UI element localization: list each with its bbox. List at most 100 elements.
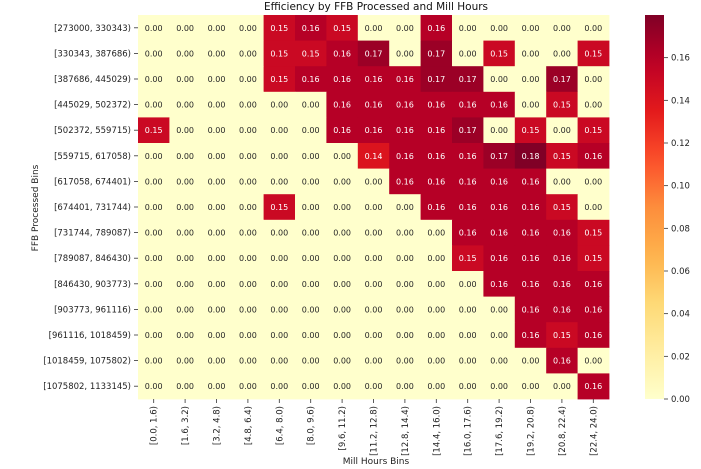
cell-value-label: 0.00 [302, 382, 320, 391]
heatmap-cell [514, 143, 547, 169]
heatmap-cell [357, 66, 390, 93]
cell-value-label: 0.16 [365, 101, 383, 110]
heatmap-cell [514, 15, 547, 41]
heatmap-cell [514, 168, 547, 195]
heatmap-cell [452, 66, 484, 93]
cell-value-label: 0.00 [239, 177, 257, 186]
heatmap-cell [577, 117, 610, 144]
heatmap-cell [389, 117, 421, 144]
cell-value-label: 0.00 [145, 382, 163, 391]
heatmap-cell [326, 117, 359, 144]
cell-value-label: 0.16 [396, 177, 414, 186]
heatmap-cell [232, 194, 264, 221]
heatmap-cell [546, 322, 578, 349]
heatmap-cell [295, 15, 327, 41]
heatmap-cell [326, 373, 359, 400]
cell-value-label: 0.16 [396, 101, 414, 110]
cell-value-label: 0.16 [522, 305, 540, 314]
heatmap-cell [514, 91, 547, 118]
cell-value-label: 0.00 [365, 382, 383, 391]
cell-value-label: 0.16 [459, 229, 477, 238]
x-axis-title: Mill Hours Bins [343, 457, 410, 467]
heatmap-cell [200, 91, 233, 118]
cell-value-label: 0.00 [584, 101, 602, 110]
heatmap-cell [326, 296, 359, 323]
heatmap-cell [577, 15, 610, 41]
heatmap-cell [420, 373, 453, 400]
cell-value-label: 0.00 [208, 254, 226, 263]
heatmap-cell [514, 117, 547, 144]
heatmap-cell [546, 219, 578, 246]
cell-value-label: 0.15 [553, 101, 571, 110]
heatmap-cell [200, 322, 233, 349]
heatmap-cell [452, 168, 484, 195]
x-tick-label: [20.8, 22.4) [558, 406, 568, 456]
cell-value-label: 0.00 [553, 177, 571, 186]
heatmap-cell [295, 347, 327, 374]
cell-value-label: 0.00 [365, 331, 383, 340]
cell-value-label: 0.15 [145, 126, 163, 135]
heatmap-cell [514, 245, 547, 272]
heatmap-cell [546, 271, 578, 297]
cell-value-label: 0.00 [176, 357, 194, 366]
heatmap-cell [577, 373, 610, 400]
cell-value-label: 0.16 [459, 177, 477, 186]
heatmap-cell [389, 373, 421, 400]
cell-value-label: 0.16 [522, 331, 540, 340]
heatmap-cell [389, 66, 421, 93]
chart-title: Efficiency by FFB Processed and Mill Hou… [264, 1, 488, 13]
x-tick-label: [17.6, 19.2) [495, 406, 505, 456]
cell-value-label: 0.00 [459, 305, 477, 314]
cell-value-label: 0.00 [459, 49, 477, 58]
heatmap-cell [452, 271, 484, 297]
cell-value-label: 0.00 [365, 305, 383, 314]
heatmap-cell [389, 322, 421, 349]
y-tick-label: [1075802, 1133145) [43, 382, 131, 392]
cell-value-label: 0.00 [145, 331, 163, 340]
heatmap-cell [169, 15, 202, 41]
cell-value-label: 0.00 [553, 24, 571, 33]
cell-value-label: 0.14 [365, 152, 383, 161]
cell-value-label: 0.16 [490, 203, 508, 212]
heatmap-cell [200, 40, 233, 67]
heatmap-cell [452, 373, 484, 400]
heatmap-cell [232, 15, 264, 41]
cell-value-label: 0.00 [396, 24, 414, 33]
heatmap-cell [452, 296, 484, 323]
cell-value-label: 0.16 [522, 280, 540, 289]
heatmap-cell [452, 245, 484, 272]
y-tick-label: [846430, 903773) [54, 280, 131, 290]
heatmap-cell [452, 117, 484, 144]
cell-value-label: 0.00 [427, 357, 445, 366]
cell-value-label: 0.00 [396, 49, 414, 58]
cell-value-label: 0.00 [176, 49, 194, 58]
cell-value-label: 0.16 [522, 229, 540, 238]
y-tick-label: [674401, 731744) [54, 203, 131, 213]
cell-value-label: 0.16 [459, 203, 477, 212]
cell-value-label: 0.00 [365, 280, 383, 289]
heatmap-cell [389, 91, 421, 118]
x-tick-label: [4.8, 6.4) [244, 406, 254, 445]
heatmap-cell [200, 66, 233, 93]
x-tick-label: [19.2, 20.8) [527, 406, 537, 456]
cell-value-label: 0.00 [522, 75, 540, 84]
heatmap-cell [295, 245, 327, 272]
heatmap-cell [138, 15, 170, 41]
heatmap-cell [326, 91, 359, 118]
heatmap-cell [483, 91, 516, 118]
cell-value-label: 0.00 [427, 331, 445, 340]
cell-value-label: 0.16 [302, 24, 320, 33]
cell-value-label: 0.00 [176, 280, 194, 289]
cell-value-label: 0.00 [459, 280, 477, 289]
cell-value-label: 0.00 [176, 382, 194, 391]
heatmap-cell [326, 168, 359, 195]
heatmap-cell [389, 40, 421, 67]
cell-value-label: 0.00 [365, 177, 383, 186]
heatmap-cell [546, 373, 578, 400]
cell-value-label: 0.00 [239, 203, 257, 212]
heatmap-cell [138, 245, 170, 272]
cell-value-label: 0.00 [522, 49, 540, 58]
heatmap-cell [263, 168, 296, 195]
cell-value-label: 0.00 [239, 254, 257, 263]
heatmap-cell [326, 322, 359, 349]
